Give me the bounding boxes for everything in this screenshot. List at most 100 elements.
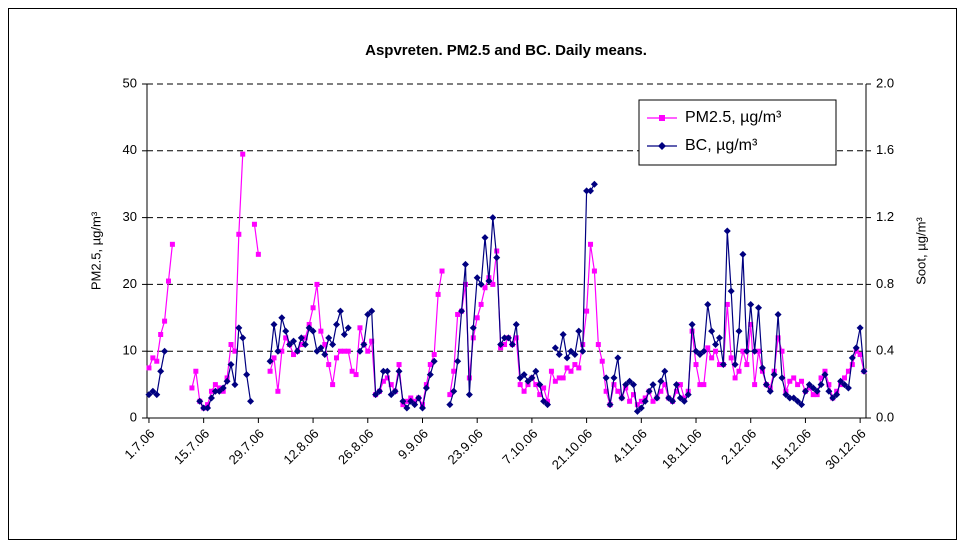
point: [458, 307, 466, 315]
point: [680, 397, 688, 405]
point: [532, 367, 540, 375]
point: [521, 388, 527, 394]
point: [520, 371, 528, 379]
point: [700, 347, 708, 355]
point: [849, 362, 855, 368]
point: [227, 361, 235, 369]
point: [154, 358, 160, 364]
point: [384, 375, 390, 381]
point: [857, 352, 863, 358]
point: [330, 382, 336, 388]
point: [455, 311, 461, 317]
point: [450, 387, 458, 395]
point: [755, 304, 763, 312]
legend-box: [638, 99, 837, 166]
point: [454, 357, 462, 365]
point: [715, 334, 723, 342]
point: [482, 285, 488, 291]
point: [826, 382, 832, 388]
point: [493, 254, 501, 262]
point: [665, 394, 673, 402]
point: [813, 387, 821, 395]
point: [274, 347, 282, 355]
point: [243, 371, 251, 379]
point: [701, 382, 707, 388]
point: [805, 381, 813, 389]
point: [739, 250, 747, 258]
point: [379, 367, 387, 375]
point: [762, 381, 770, 389]
point: [719, 361, 727, 369]
point: [548, 368, 554, 374]
point: [630, 392, 636, 398]
point: [278, 314, 286, 322]
point: [481, 234, 489, 242]
point: [465, 391, 473, 399]
point: [387, 391, 395, 399]
point: [563, 354, 571, 362]
point: [478, 301, 484, 307]
point: [610, 374, 618, 382]
point: [344, 324, 352, 332]
point: [490, 281, 496, 287]
point: [560, 375, 566, 381]
point: [372, 391, 380, 399]
point: [724, 301, 730, 307]
point: [501, 334, 509, 342]
point: [365, 348, 371, 354]
point: [447, 392, 453, 398]
point: [396, 362, 402, 368]
y-tick-label: 20: [123, 276, 137, 291]
point: [744, 362, 750, 368]
point: [575, 327, 583, 335]
point: [301, 341, 309, 349]
point: [583, 187, 591, 195]
point: [228, 342, 234, 348]
legend-marker: [659, 115, 665, 121]
point: [341, 348, 347, 354]
point: [461, 260, 469, 268]
point: [856, 324, 864, 332]
legend-label: PM2.5, µg/m³: [685, 109, 782, 126]
point: [418, 404, 426, 412]
point: [426, 371, 434, 379]
point: [473, 274, 481, 282]
point: [235, 324, 243, 332]
point: [318, 328, 324, 334]
y-tick-label: 50: [123, 75, 137, 90]
point: [533, 382, 539, 388]
point: [239, 334, 247, 342]
point: [845, 368, 851, 374]
point: [215, 387, 223, 395]
point: [672, 381, 680, 389]
point: [383, 367, 391, 375]
point: [309, 327, 317, 335]
y-axis-label: PM2.5, µg/m³: [88, 211, 103, 290]
point: [641, 397, 649, 405]
point: [645, 387, 653, 395]
point: [673, 388, 679, 394]
point: [513, 335, 519, 341]
point: [614, 354, 622, 362]
point: [658, 388, 664, 394]
point: [153, 391, 161, 399]
point: [629, 381, 637, 389]
point: [599, 358, 605, 364]
point: [302, 335, 308, 341]
point: [403, 404, 411, 412]
y2-tick-label: 0.4: [876, 343, 894, 358]
point: [611, 382, 617, 388]
point: [189, 385, 195, 391]
legend-marker: [658, 142, 666, 150]
point: [286, 341, 294, 349]
point: [512, 320, 520, 328]
point: [275, 388, 281, 394]
point: [567, 347, 575, 355]
point: [602, 374, 610, 382]
point: [313, 347, 321, 355]
point: [326, 362, 332, 368]
point: [340, 331, 348, 338]
point: [266, 357, 274, 365]
point: [399, 397, 407, 405]
point: [485, 277, 493, 285]
